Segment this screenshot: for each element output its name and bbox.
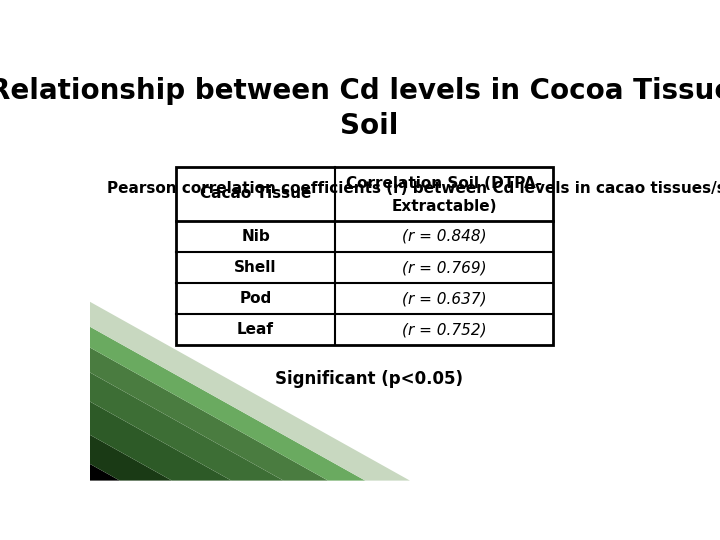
- Polygon shape: [90, 464, 120, 481]
- Text: (r = 0.769): (r = 0.769): [402, 260, 486, 275]
- Text: Correlation Soil (DTPA-: Correlation Soil (DTPA-: [346, 176, 542, 191]
- Bar: [176, 167, 553, 346]
- Text: (r = 0.637): (r = 0.637): [402, 291, 486, 306]
- Text: Extractable): Extractable): [391, 199, 497, 214]
- Polygon shape: [90, 435, 172, 481]
- Text: Pearson correlation coefficients (r) between Cd levels in cacao tissues/soil: Pearson correlation coefficients (r) bet…: [107, 181, 720, 196]
- Polygon shape: [90, 348, 328, 481]
- Polygon shape: [90, 302, 410, 481]
- Text: Nib: Nib: [241, 229, 270, 244]
- Text: Pod: Pod: [240, 291, 271, 306]
- Text: Leaf: Leaf: [237, 322, 274, 338]
- Text: Cacao Tissue: Cacao Tissue: [200, 186, 311, 201]
- Text: Significant (p<0.05): Significant (p<0.05): [275, 370, 463, 388]
- Polygon shape: [90, 327, 365, 481]
- Text: (r = 0.752): (r = 0.752): [402, 322, 486, 338]
- Text: (r = 0.848): (r = 0.848): [402, 229, 486, 244]
- Text: Relationship between Cd levels in Cocoa Tissues
Soil: Relationship between Cd levels in Cocoa …: [0, 77, 720, 140]
- Polygon shape: [90, 373, 284, 481]
- Text: Shell: Shell: [234, 260, 276, 275]
- Polygon shape: [90, 402, 231, 481]
